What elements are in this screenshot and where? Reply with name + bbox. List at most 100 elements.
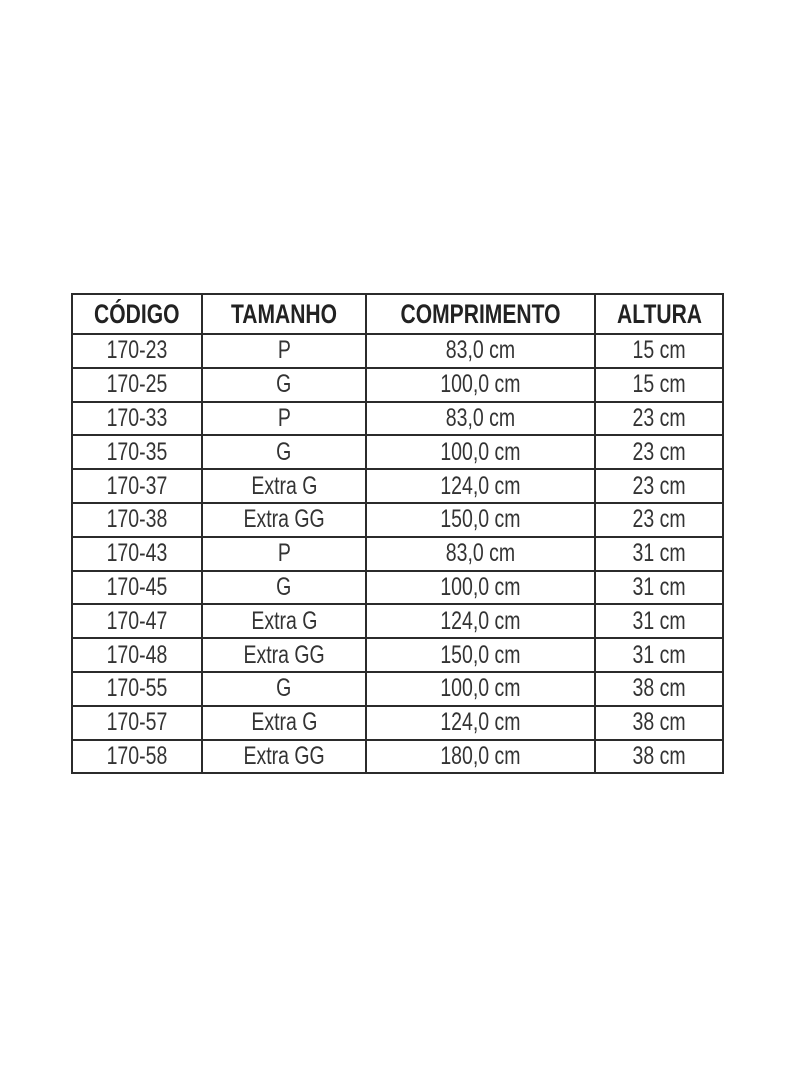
header-label: ALTURA xyxy=(616,298,702,329)
cell-text: 100,0 cm xyxy=(440,370,521,399)
altura-cell: 38 cm xyxy=(594,704,724,741)
comprimento-cell: 150,0 cm xyxy=(365,501,596,538)
comprimento-cell: 124,0 cm xyxy=(365,704,596,741)
tamanho-cell: Extra G xyxy=(201,704,367,741)
tamanho-cell: Extra G xyxy=(201,603,367,640)
cell-text: 170-25 xyxy=(106,370,168,399)
header-codigo: CÓDIGO xyxy=(71,293,203,335)
cell-text: 170-58 xyxy=(106,741,168,770)
cell-text: 83,0 cm xyxy=(445,403,516,432)
altura-cell: 23 cm xyxy=(594,434,724,471)
tamanho-cell: G xyxy=(201,569,367,606)
cell-text: 23 cm xyxy=(632,403,686,432)
table-row: 170-45 G 100,0 cm 31 cm xyxy=(71,569,724,606)
tamanho-cell: P xyxy=(201,333,367,369)
cell-text: 170-33 xyxy=(106,403,168,432)
comprimento-cell: 100,0 cm xyxy=(365,434,596,471)
comprimento-cell: 124,0 cm xyxy=(365,468,596,504)
tamanho-cell: Extra GG xyxy=(201,738,367,775)
comprimento-cell: 100,0 cm xyxy=(365,366,596,403)
cell-text: Extra GG xyxy=(243,741,325,770)
cell-text: 38 cm xyxy=(632,741,686,770)
cell-text: 170-43 xyxy=(106,539,168,568)
cell-text: G xyxy=(276,437,292,466)
cell-text: 124,0 cm xyxy=(440,708,521,737)
cell-text: 170-38 xyxy=(106,505,168,534)
tamanho-cell: G xyxy=(201,670,367,707)
table-body: 170-23 P 83,0 cm 15 cm 170-25 G 100,0 cm 15 cm 1… xyxy=(71,333,724,775)
altura-cell: 23 cm xyxy=(594,400,724,437)
cell-text: 31 cm xyxy=(632,606,686,635)
cell-text: 23 cm xyxy=(632,437,686,466)
comprimento-cell: 180,0 cm xyxy=(365,738,596,775)
cell-text: 100,0 cm xyxy=(440,437,521,466)
comprimento-cell: 100,0 cm xyxy=(365,670,596,707)
codigo-cell: 170-48 xyxy=(71,637,203,673)
cell-text: G xyxy=(276,572,292,601)
cell-text: 31 cm xyxy=(632,572,686,601)
cell-text: 180,0 cm xyxy=(440,741,521,770)
cell-text: 170-35 xyxy=(106,437,168,466)
altura-cell: 31 cm xyxy=(594,569,724,606)
cell-text: 150,0 cm xyxy=(440,505,521,534)
table-row: 170-35 G 100,0 cm 23 cm xyxy=(71,434,724,471)
codigo-cell: 170-57 xyxy=(71,704,203,741)
cell-text: 170-55 xyxy=(106,674,168,703)
codigo-cell: 170-23 xyxy=(71,333,203,369)
table-row: 170-48 Extra GG 150,0 cm 31 cm xyxy=(71,637,724,673)
comprimento-cell: 83,0 cm xyxy=(365,333,596,369)
codigo-cell: 170-33 xyxy=(71,400,203,437)
header-label: CÓDIGO xyxy=(94,298,180,329)
cell-text: 83,0 cm xyxy=(445,539,516,568)
header-row: CÓDIGO TAMANHO COMPRIMENTO ALTURA xyxy=(71,293,724,335)
codigo-cell: 170-38 xyxy=(71,501,203,538)
altura-cell: 38 cm xyxy=(594,670,724,707)
table-row: 170-55 G 100,0 cm 38 cm xyxy=(71,670,724,707)
cell-text: 124,0 cm xyxy=(440,471,521,500)
cell-text: 23 cm xyxy=(632,471,686,500)
header-altura: ALTURA xyxy=(594,293,724,335)
table-row: 170-57 Extra G 124,0 cm 38 cm xyxy=(71,704,724,741)
codigo-cell: 170-55 xyxy=(71,670,203,707)
altura-cell: 31 cm xyxy=(594,637,724,673)
table-row: 170-43 P 83,0 cm 31 cm xyxy=(71,535,724,572)
altura-cell: 23 cm xyxy=(594,468,724,504)
cell-text: Extra G xyxy=(250,471,318,500)
cell-text: P xyxy=(277,336,291,365)
comprimento-cell: 150,0 cm xyxy=(365,637,596,673)
altura-cell: 15 cm xyxy=(594,333,724,369)
cell-text: 170-45 xyxy=(106,572,168,601)
cell-text: Extra GG xyxy=(243,640,325,669)
cell-text: 23 cm xyxy=(632,505,686,534)
header-label: TAMANHO xyxy=(230,298,338,329)
tamanho-cell: Extra GG xyxy=(201,501,367,538)
cell-text: 15 cm xyxy=(632,336,686,365)
cell-text: 31 cm xyxy=(632,640,686,669)
cell-text: 100,0 cm xyxy=(440,674,521,703)
cell-text: P xyxy=(277,403,291,432)
cell-text: G xyxy=(276,370,292,399)
cell-text: Extra GG xyxy=(243,505,325,534)
tamanho-cell: Extra GG xyxy=(201,637,367,673)
header-comprimento: COMPRIMENTO xyxy=(365,293,596,335)
comprimento-cell: 124,0 cm xyxy=(365,603,596,640)
codigo-cell: 170-37 xyxy=(71,468,203,504)
cell-text: 31 cm xyxy=(632,539,686,568)
cell-text: 170-48 xyxy=(106,640,168,669)
altura-cell: 31 cm xyxy=(594,535,724,572)
cell-text: 170-47 xyxy=(106,606,168,635)
altura-cell: 15 cm xyxy=(594,366,724,403)
cell-text: 170-57 xyxy=(106,708,168,737)
cell-text: P xyxy=(277,539,291,568)
tamanho-cell: Extra G xyxy=(201,468,367,504)
header-label: COMPRIMENTO xyxy=(400,298,561,329)
table-row: 170-23 P 83,0 cm 15 cm xyxy=(71,333,724,369)
size-table: CÓDIGO TAMANHO COMPRIMENTO ALTURA 170-23… xyxy=(71,293,724,775)
altura-cell: 23 cm xyxy=(594,501,724,538)
tamanho-cell: P xyxy=(201,535,367,572)
cell-text: 38 cm xyxy=(632,674,686,703)
altura-cell: 38 cm xyxy=(594,738,724,775)
cell-text: 38 cm xyxy=(632,708,686,737)
cell-text: 83,0 cm xyxy=(445,336,516,365)
cell-text: 170-23 xyxy=(106,336,168,365)
